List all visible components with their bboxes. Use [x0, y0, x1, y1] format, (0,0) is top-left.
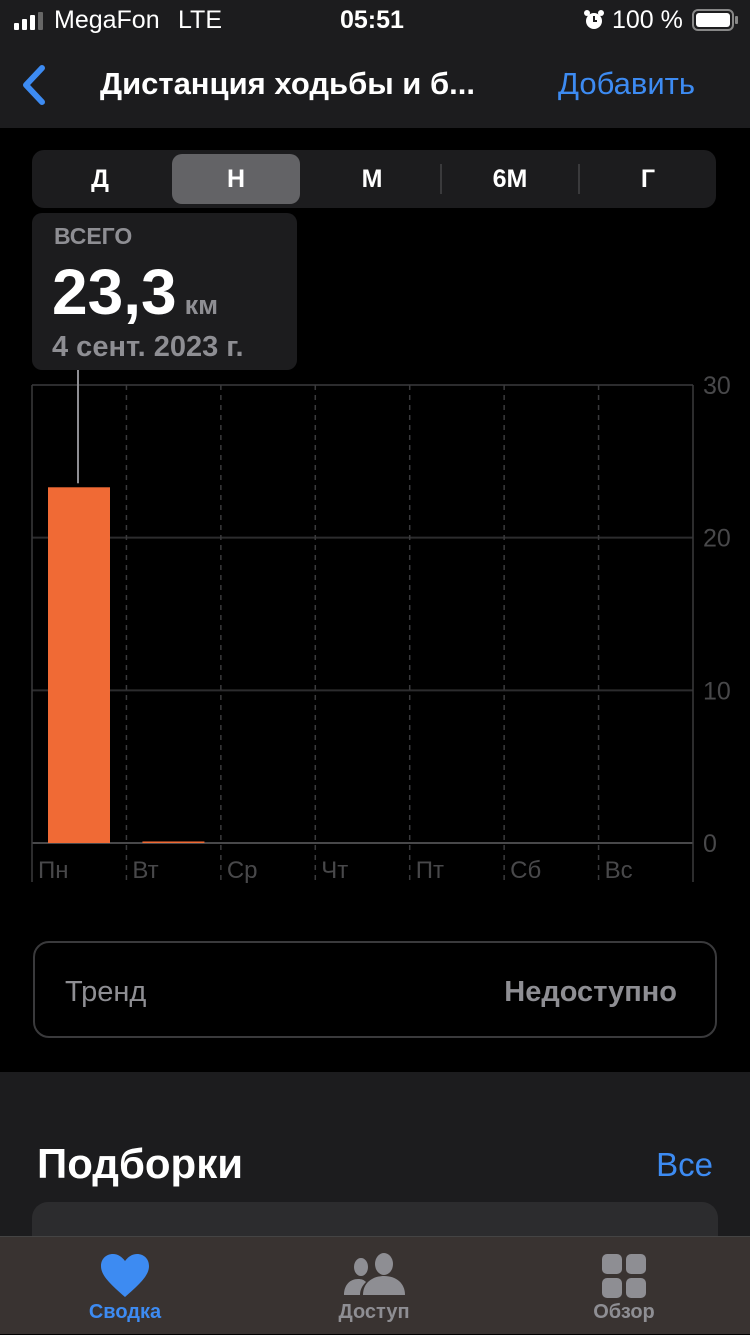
carrier: MegaFon: [54, 6, 160, 34]
x-tick-label: Чт: [321, 857, 348, 884]
highlights-title: Подборки: [37, 1140, 244, 1187]
total-unit: км: [184, 290, 219, 320]
heart-icon: [101, 1254, 149, 1297]
trend-label: Тренд: [65, 976, 147, 1008]
tab-bar: Сводка Доступ Обзор: [0, 1236, 750, 1334]
tab-label: Сводка: [88, 1301, 162, 1323]
tab-label: Обзор: [593, 1301, 655, 1323]
segment-year[interactable]: Г: [640, 165, 656, 193]
x-tick-label: Пт: [416, 857, 444, 884]
battery-percent: 100 %: [612, 6, 683, 34]
x-tick-label: Пн: [38, 857, 69, 884]
tab-browse[interactable]: Обзор: [544, 1237, 704, 1335]
grid-icon: [602, 1254, 646, 1298]
battery-icon: [692, 9, 738, 36]
distance-chart: 0 10 20 30 Пн Вт Ср Чт Пт Сб Вс: [31, 370, 731, 884]
y-tick-label: 30: [703, 372, 731, 400]
segment-week[interactable]: Н: [172, 154, 300, 204]
total-label: ВСЕГО: [54, 223, 133, 249]
back-button[interactable]: [18, 64, 48, 111]
y-tick-label: 20: [703, 525, 731, 553]
total-number: 23,3: [52, 256, 177, 328]
trend-value: Недоступно: [504, 976, 677, 1008]
tab-summary[interactable]: Сводка: [45, 1237, 205, 1335]
selection-callout: ВСЕГО 23,3 км 4 сент. 2023 г.: [32, 213, 297, 370]
clock: 05:51: [340, 6, 404, 34]
total-value: 23,3 км: [52, 255, 218, 329]
selected-date: 4 сент. 2023 г.: [52, 331, 244, 363]
show-all-link[interactable]: Все: [656, 1146, 713, 1183]
x-tick-label: Сб: [510, 857, 541, 884]
y-tick-label: 0: [703, 830, 717, 858]
x-tick-label: Вс: [605, 857, 633, 884]
divider: [578, 164, 580, 194]
page-title: Дистанция ходьбы и б...: [100, 66, 475, 101]
period-segmented-control: Д Н М 6М Г: [32, 150, 716, 208]
people-icon: [344, 1253, 405, 1295]
alarm-icon: [583, 9, 605, 36]
divider: [440, 164, 442, 194]
tab-sharing[interactable]: Доступ: [294, 1237, 454, 1335]
bar: [142, 841, 205, 843]
add-button[interactable]: Добавить: [558, 66, 696, 101]
network: LTE: [178, 6, 222, 34]
y-tick-label: 10: [703, 677, 731, 705]
tab-label: Доступ: [338, 1301, 410, 1323]
segment-day[interactable]: Д: [91, 165, 109, 193]
x-tick-label: Вт: [132, 857, 158, 884]
segment-month[interactable]: М: [361, 165, 383, 193]
header: [0, 0, 750, 128]
chevron-left-icon: [23, 65, 45, 105]
segment-6-months[interactable]: 6М: [492, 165, 528, 193]
signal-icon: [14, 12, 50, 35]
bar: [48, 487, 110, 843]
trend-card[interactable]: Тренд Недоступно: [33, 941, 717, 1038]
x-tick-label: Ср: [227, 857, 258, 884]
